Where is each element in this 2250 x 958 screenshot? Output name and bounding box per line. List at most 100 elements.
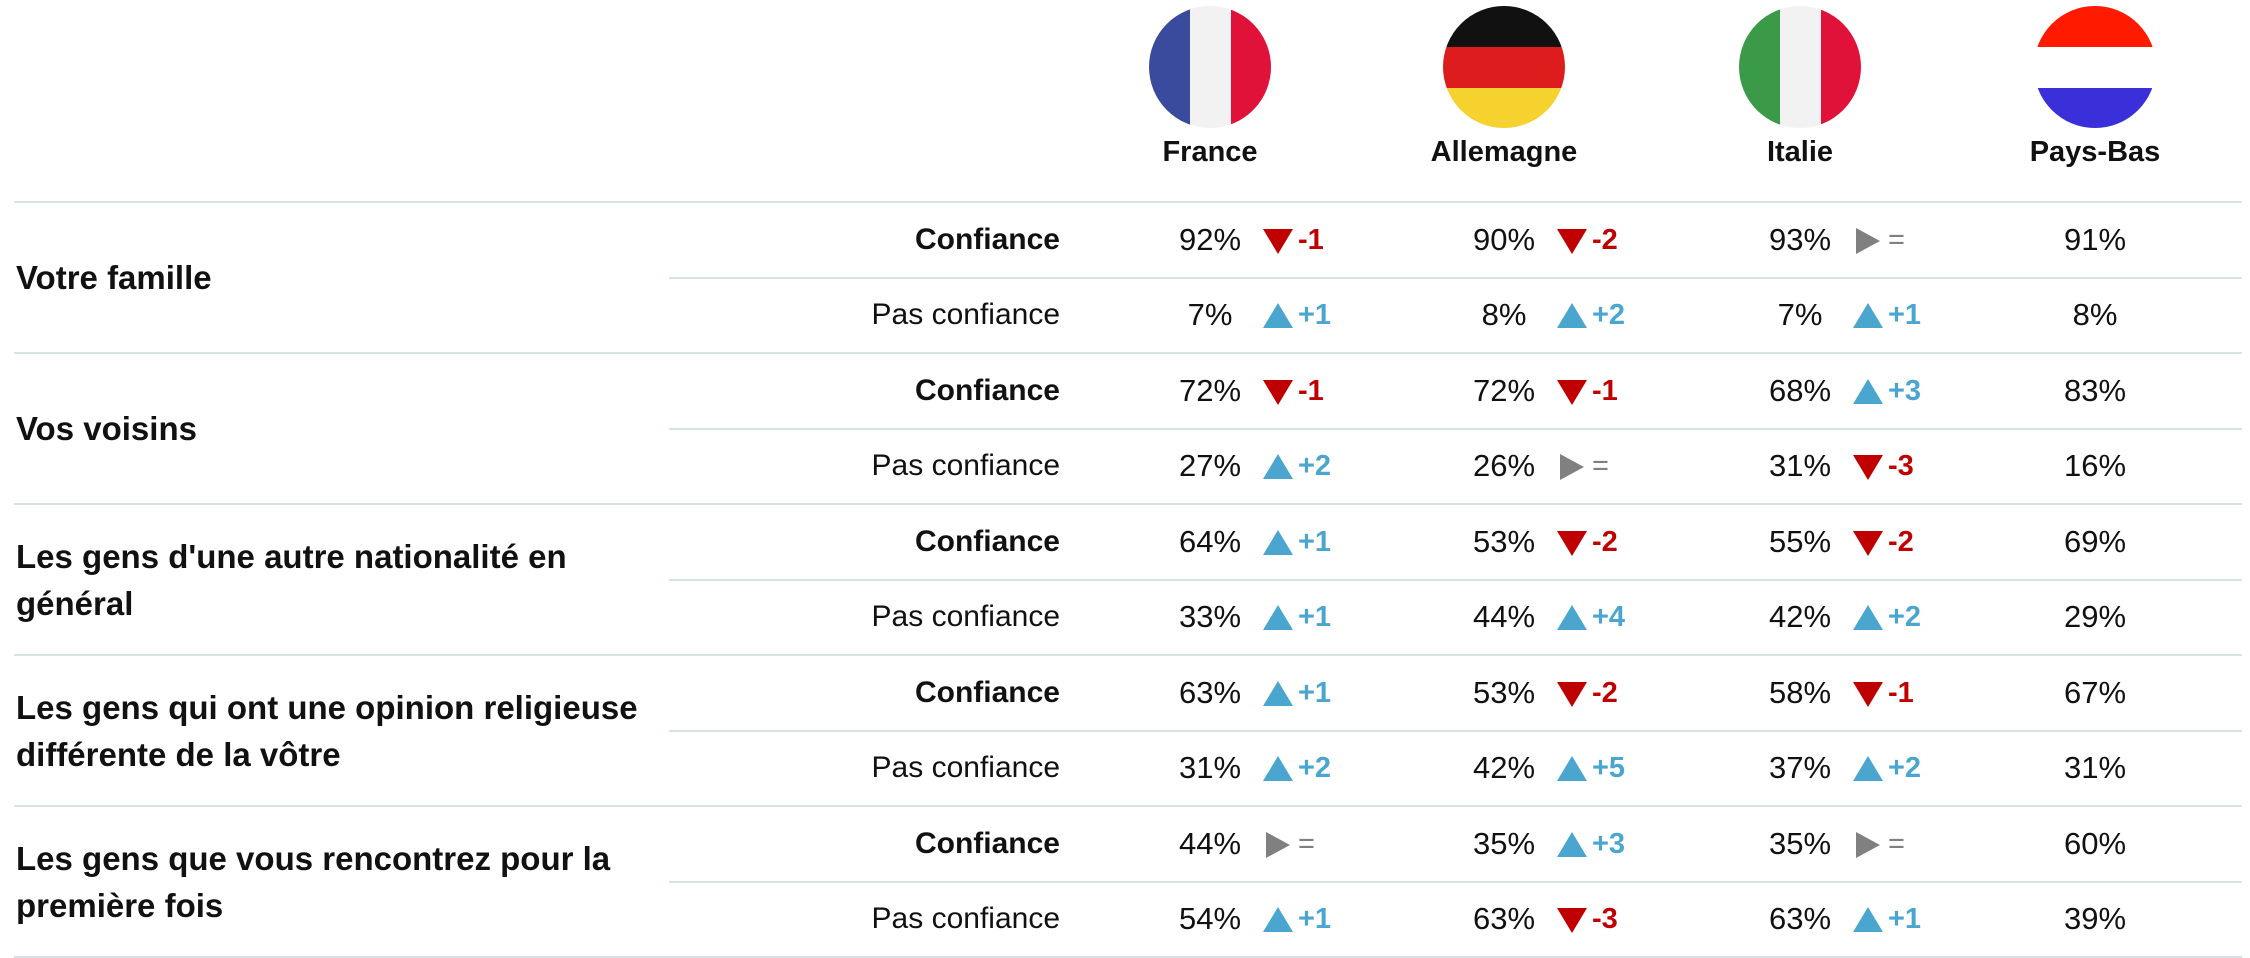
cell-change: = [1888,223,1905,256]
cell-change: +1 [1298,676,1332,709]
cell-change: -3 [1592,903,1618,936]
trend-arrow [1557,681,1587,707]
arrow-shape [1853,605,1883,631]
cell-value: 37% [1768,750,1832,786]
arrow-shape [1263,303,1293,329]
arrow-shape [1853,303,1883,329]
cell-value: 29% [2063,599,2127,635]
trend-arrow [1856,831,1880,858]
group-label: Les gens que vous rencontrez pour la pre… [16,839,611,924]
separator [669,578,2242,581]
cell-value: 91% [2063,221,2127,257]
trend-arrow [1557,379,1587,405]
separator [669,880,2242,883]
country-label: France [1162,136,1258,168]
arrow-shape [1560,454,1584,481]
group-label: Votre famille [16,259,212,296]
cell-value: 67% [2063,674,2127,710]
trend-arrow [1853,756,1883,782]
arrow-shape [1853,530,1883,556]
cell-value: 54% [1178,901,1242,937]
cell-value: 53% [1472,523,1536,559]
row-label: Pas confiance [871,449,1060,483]
separator [14,352,2242,354]
trend-arrow [1263,907,1293,933]
arrow-shape [1853,378,1883,404]
trend-arrow [1557,756,1587,782]
cell-change: +1 [1888,903,1922,936]
cell-value: 58% [1768,674,1832,710]
flag-italy [1739,6,1861,128]
cell-value: 33% [1178,599,1242,635]
trend-arrow [1853,530,1883,556]
row-label: Confiance [914,675,1060,709]
cell-change: +1 [1298,903,1332,936]
trend-arrow [1266,831,1290,858]
arrow-shape [1853,455,1883,481]
cell-value: 83% [2063,372,2127,408]
arrow-shape [1263,454,1293,480]
trend-arrow [1853,907,1883,933]
cell-change: +4 [1592,601,1626,634]
arrow-shape [1263,756,1293,782]
cell-value: 63% [1178,674,1242,710]
flag-france [1149,6,1271,128]
cell-change: +2 [1888,752,1922,785]
country-label: Italie [1766,136,1834,168]
flag-germany [1443,6,1565,128]
country-label: Pays-Bas [2029,136,2161,168]
arrow-shape [1557,756,1587,782]
flag-netherlands [2034,6,2156,128]
row-label: Confiance [914,222,1060,256]
cell-value: 72% [1178,372,1242,408]
trend-arrow [1557,530,1587,556]
cell-change: +2 [1298,450,1332,483]
cell-change: -2 [1592,676,1618,709]
group-label: Vos voisins [16,410,197,447]
cell-value: 90% [1472,221,1536,257]
cell-change: +3 [1888,374,1922,407]
cell-value: 35% [1472,825,1536,861]
separator [14,805,2242,807]
arrow-shape [1853,756,1883,782]
cell-value: 31% [1768,448,1832,484]
row-label: Confiance [914,373,1060,407]
row-label: Pas confiance [871,298,1060,332]
trend-arrow [1853,605,1883,631]
cell-value: 55% [1768,523,1832,559]
cell-change: +1 [1298,299,1332,332]
cell-change: -1 [1592,374,1618,407]
flags [1149,6,2156,128]
cell-value: 69% [2063,523,2127,559]
trend-arrow [1263,529,1293,555]
cell-value: 44% [1472,599,1536,635]
arrow-shape [1263,228,1293,254]
cell-value: 64% [1178,523,1242,559]
cell-value: 42% [1768,599,1832,635]
cell-change: +1 [1298,601,1332,634]
cell-change: +5 [1592,752,1626,785]
trend-arrow [1557,303,1587,329]
cell-value: 92% [1178,221,1242,257]
trend-arrow [1853,681,1883,707]
cell-value: 39% [2063,901,2127,937]
group-label: Les gens d'une autre nationalité en géné… [16,537,567,622]
row-label: Pas confiance [871,751,1060,785]
cell-change: -3 [1888,450,1914,483]
arrow-shape [1557,831,1587,857]
arrow-shape [1557,908,1587,934]
cell-change: -1 [1298,374,1324,407]
cell-value: 35% [1768,825,1832,861]
trend-arrow [1263,454,1293,480]
arrow-shape [1263,379,1293,405]
trend-arrow [1856,227,1880,254]
trend-arrow [1557,228,1587,254]
row-label: Pas confiance [871,600,1060,634]
cell-value: 60% [2063,825,2127,861]
arrow-shape [1557,681,1587,707]
arrow-shape [1557,605,1587,631]
separator [669,427,2242,430]
cell-change: -2 [1592,223,1618,256]
trend-arrow [1557,908,1587,934]
trend-arrow [1263,605,1293,631]
